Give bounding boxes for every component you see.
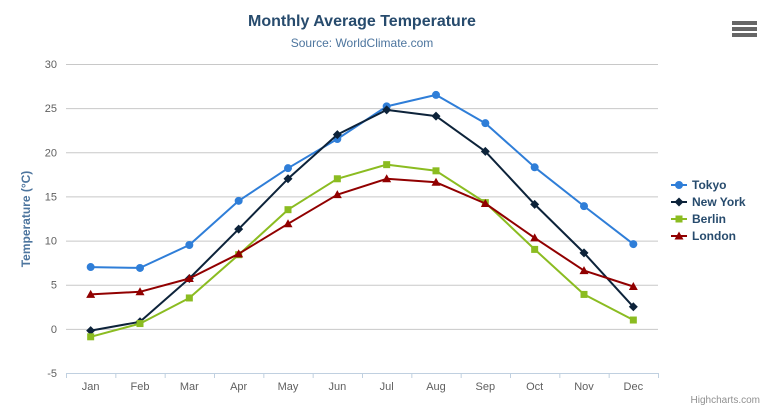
data-point-london[interactable] xyxy=(283,219,293,228)
y-axis-label: 25 xyxy=(45,103,57,115)
y-axis-label: 15 xyxy=(45,191,57,203)
x-axis-label: Aug xyxy=(426,381,446,393)
x-axis-label: Jun xyxy=(328,381,346,393)
data-point-tokyo[interactable] xyxy=(432,90,440,99)
series-tokyo xyxy=(86,90,638,272)
x-axis-label: Nov xyxy=(574,381,594,393)
data-point-berlin[interactable] xyxy=(629,316,637,324)
data-point-tokyo[interactable] xyxy=(629,240,638,249)
data-point-london[interactable] xyxy=(480,198,490,207)
data-point-new-york[interactable] xyxy=(332,130,342,140)
y-axis-label: 20 xyxy=(45,147,57,159)
series-line-berlin xyxy=(89,163,635,338)
hamburger-menu-icon xyxy=(732,21,757,25)
x-axis-label: Jul xyxy=(380,381,394,393)
legend-item-label: Berlin xyxy=(692,211,727,226)
data-point-london[interactable] xyxy=(431,177,441,186)
data-point-berlin[interactable] xyxy=(580,290,588,298)
x-axis-label: Mar xyxy=(180,381,199,393)
data-point-new-york[interactable] xyxy=(86,326,96,336)
data-point-london[interactable] xyxy=(382,174,392,183)
data-point-berlin[interactable] xyxy=(87,333,95,341)
data-point-new-york[interactable] xyxy=(234,224,244,234)
legend-marker-triangle-icon xyxy=(671,231,687,239)
data-point-tokyo[interactable] xyxy=(284,164,292,173)
credits-link[interactable]: Highcharts.com xyxy=(690,395,760,406)
legend-item-berlin[interactable]: Berlin xyxy=(671,210,746,227)
chart-title: Monthly Average Temperature xyxy=(248,13,476,30)
legend-item-label: Tokyo xyxy=(692,177,727,192)
x-axis-label: Oct xyxy=(526,381,543,393)
y-axis-label: 30 xyxy=(45,59,57,71)
data-point-new-york[interactable] xyxy=(283,174,293,184)
legend: Tokyo New York Berlin London xyxy=(671,176,746,244)
data-point-new-york[interactable] xyxy=(382,105,392,115)
data-point-tokyo[interactable] xyxy=(234,196,243,205)
hamburger-menu-icon xyxy=(732,27,757,31)
legend-marker-circle-icon xyxy=(671,180,687,189)
data-point-berlin[interactable] xyxy=(185,294,193,302)
data-point-london[interactable] xyxy=(234,249,244,258)
data-point-tokyo[interactable] xyxy=(580,202,588,211)
data-point-london[interactable] xyxy=(135,287,145,296)
legend-item-london[interactable]: London xyxy=(671,227,746,244)
series-line-tokyo xyxy=(89,93,635,269)
data-point-new-york[interactable] xyxy=(431,111,441,121)
legend-item-label: New York xyxy=(692,194,746,209)
data-point-berlin[interactable] xyxy=(333,175,341,183)
legend-symbol[interactable] xyxy=(674,197,684,206)
legend-marker-diamond-icon xyxy=(671,197,687,206)
hamburger-menu-icon xyxy=(732,33,757,37)
legend-item-tokyo[interactable]: Tokyo xyxy=(671,176,746,193)
data-point-berlin[interactable] xyxy=(136,320,144,328)
series-new-york xyxy=(86,105,638,336)
data-point-new-york[interactable] xyxy=(480,146,490,156)
series-london xyxy=(86,174,638,298)
chart-subtitle: Source: WorldClimate.com xyxy=(290,36,434,50)
x-axis-label: Dec xyxy=(624,381,644,393)
data-point-berlin[interactable] xyxy=(432,167,440,175)
y-axis-label: -5 xyxy=(47,368,57,380)
y-axis-label: 5 xyxy=(51,280,57,292)
legend-item-label: London xyxy=(692,228,736,243)
data-point-london[interactable] xyxy=(332,190,342,199)
legend-symbol[interactable] xyxy=(675,180,683,189)
y-axis-label: 10 xyxy=(45,236,57,248)
data-point-tokyo[interactable] xyxy=(185,240,194,249)
x-axis-label: Sep xyxy=(476,381,496,393)
data-point-london[interactable] xyxy=(184,274,194,283)
data-point-london[interactable] xyxy=(530,233,540,242)
data-point-berlin[interactable] xyxy=(284,206,292,214)
data-point-london[interactable] xyxy=(86,289,96,298)
y-axis-label: 0 xyxy=(51,324,57,336)
data-point-tokyo[interactable] xyxy=(86,263,95,272)
data-point-new-york[interactable] xyxy=(628,302,638,312)
series-line-new-york xyxy=(89,108,635,332)
data-point-new-york[interactable] xyxy=(530,199,540,209)
x-axis-label: May xyxy=(278,381,299,393)
data-point-tokyo[interactable] xyxy=(136,263,144,272)
data-point-berlin[interactable] xyxy=(531,245,539,253)
series-line-london xyxy=(89,177,635,296)
data-point-tokyo[interactable] xyxy=(481,119,490,128)
data-point-berlin[interactable] xyxy=(383,161,391,169)
legend-marker-square-icon xyxy=(671,215,687,222)
x-axis-label: Feb xyxy=(131,381,150,393)
data-point-london[interactable] xyxy=(628,281,638,290)
legend-symbol[interactable] xyxy=(675,215,683,222)
legend-symbol[interactable] xyxy=(674,231,684,239)
x-axis-label: Jan xyxy=(82,381,100,393)
export-menu-button[interactable] xyxy=(732,21,757,37)
legend-item-new-york[interactable]: New York xyxy=(671,193,746,210)
x-axis-label: Apr xyxy=(230,381,247,393)
data-point-tokyo[interactable] xyxy=(530,163,539,172)
data-point-london[interactable] xyxy=(579,266,589,275)
data-point-new-york[interactable] xyxy=(579,248,589,258)
